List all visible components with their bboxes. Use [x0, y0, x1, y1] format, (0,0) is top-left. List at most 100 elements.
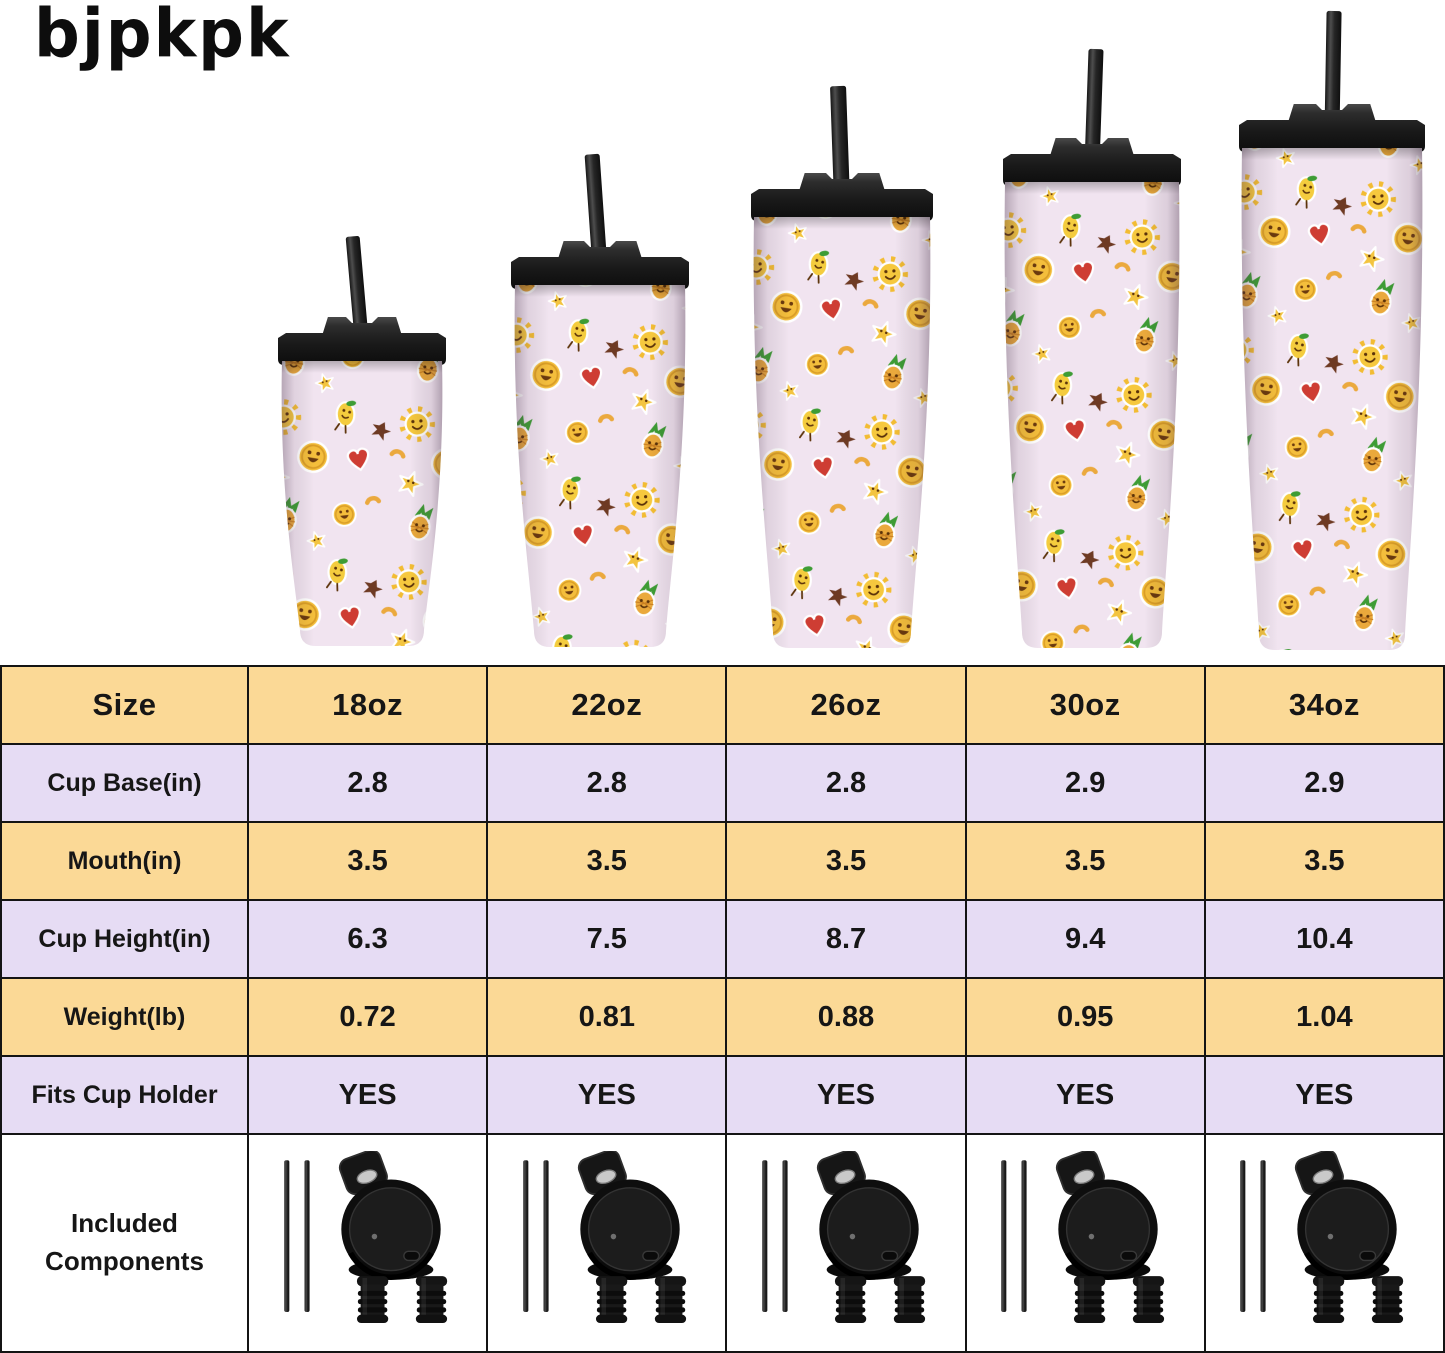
cell-cup-base-in-30oz-text: 2.9	[1065, 766, 1106, 799]
cell-cup-height-in-30oz: 9.4	[966, 901, 1204, 977]
included-components-kit-icon	[740, 1151, 952, 1335]
column-header-18oz: 18oz	[249, 667, 487, 743]
cell-cup-height-in-26oz-text: 8.7	[825, 922, 867, 955]
column-header-22oz-text: 22oz	[571, 687, 643, 722]
cell-weight-lb-22oz: 0.81	[488, 979, 726, 1055]
cell-fits-cup-holder-30oz: YES	[966, 1057, 1204, 1133]
row-label-weight-lb-text: Weight(lb)	[63, 1002, 186, 1031]
cell-mouth-in-26oz-text: 3.5	[825, 844, 867, 877]
cell-weight-lb-18oz: 0.72	[249, 979, 487, 1055]
column-header-34oz: 34oz	[1205, 667, 1443, 743]
included-components-graphic-26oz	[727, 1135, 965, 1351]
cell-weight-lb-26oz-text: 0.88	[817, 1000, 875, 1033]
cell-weight-lb-30oz: 0.95	[966, 979, 1204, 1055]
included-components-kit-icon	[1218, 1151, 1430, 1335]
row-label-included-components-text: Included Components	[45, 1208, 204, 1276]
straw	[584, 153, 608, 271]
header-size-label: Size	[2, 667, 247, 743]
column-header-30oz-text: 30oz	[1049, 687, 1121, 722]
cell-cup-base-in-22oz: 2.8	[488, 745, 726, 821]
header-size-label-text: Size	[92, 687, 157, 722]
column-header-22oz: 22oz	[488, 667, 726, 743]
lid	[751, 173, 933, 221]
brand-logo: bjpkpk	[34, 0, 291, 73]
cell-weight-lb-22oz-text: 0.81	[578, 1000, 636, 1033]
cell-weight-lb-18oz-text: 0.72	[339, 1000, 396, 1033]
column-header-34oz-text: 34oz	[1288, 687, 1360, 722]
included-components-graphic-30oz	[966, 1135, 1204, 1351]
cell-fits-cup-holder-30oz-text: YES	[1056, 1078, 1115, 1111]
cell-weight-lb-26oz: 0.88	[727, 979, 965, 1055]
cell-fits-cup-holder-18oz: YES	[249, 1057, 487, 1133]
column-header-30oz: 30oz	[966, 667, 1204, 743]
column-header-18oz-text: 18oz	[332, 687, 404, 722]
cell-cup-base-in-18oz-text: 2.8	[347, 766, 388, 799]
row-label-fits-cup-holder: Fits Cup Holder	[2, 1057, 247, 1133]
cell-cup-base-in-34oz: 2.9	[1205, 745, 1443, 821]
cell-fits-cup-holder-26oz: YES	[727, 1057, 965, 1133]
included-components-kit-icon	[501, 1151, 713, 1335]
lid	[1003, 138, 1181, 186]
cell-cup-height-in-18oz: 6.3	[249, 901, 487, 977]
row-label-cup-base-in: Cup Base(in)	[2, 745, 247, 821]
lid	[1239, 104, 1425, 152]
straw	[1084, 48, 1104, 168]
column-header-26oz-text: 26oz	[810, 687, 882, 722]
cell-fits-cup-holder-18oz-text: YES	[338, 1078, 397, 1111]
row-label-included-components: Included Components	[2, 1135, 247, 1351]
cell-mouth-in-34oz-text: 3.5	[1304, 844, 1345, 877]
cell-cup-height-in-26oz: 8.7	[727, 901, 965, 977]
size-comparison-table: Size 18oz 22oz 26oz 30oz 34oz Cup Base(in) 2.8 2…	[0, 665, 1445, 1353]
cell-fits-cup-holder-22oz-text: YES	[577, 1078, 636, 1111]
cell-mouth-in-18oz: 3.5	[249, 823, 487, 899]
cell-fits-cup-holder-22oz: YES	[488, 1057, 726, 1133]
cell-weight-lb-34oz-text: 1.04	[1296, 1000, 1353, 1033]
included-components-graphic-34oz	[1205, 1135, 1443, 1351]
cell-fits-cup-holder-34oz-text: YES	[1295, 1078, 1354, 1111]
row-label-weight-lb: Weight(lb)	[2, 979, 247, 1055]
cell-mouth-in-30oz: 3.5	[966, 823, 1204, 899]
cell-cup-height-in-22oz-text: 7.5	[586, 922, 627, 955]
row-label-cup-base-in-text: Cup Base(in)	[47, 768, 202, 797]
straw	[1324, 10, 1342, 134]
column-header-26oz: 26oz	[727, 667, 965, 743]
straw	[830, 85, 850, 203]
tumbler-18oz	[278, 236, 446, 646]
tumbler-30oz	[1003, 48, 1181, 648]
cell-fits-cup-holder-26oz-text: YES	[816, 1078, 875, 1111]
tumbler-26oz	[751, 85, 933, 648]
cell-weight-lb-30oz-text: 0.95	[1056, 1000, 1114, 1033]
included-components-kit-icon	[262, 1151, 474, 1335]
cell-mouth-in-30oz-text: 3.5	[1065, 844, 1106, 877]
included-components-graphic-18oz	[249, 1135, 487, 1351]
straw	[345, 236, 369, 347]
cell-cup-height-in-18oz-text: 6.3	[347, 922, 388, 955]
included-components-kit-icon	[979, 1151, 1191, 1335]
row-label-cup-height-in-text: Cup Height(in)	[38, 924, 211, 953]
tumbler-34oz	[1239, 10, 1425, 650]
tumbler-22oz	[511, 153, 689, 647]
cell-cup-height-in-34oz: 10.4	[1205, 901, 1443, 977]
cell-mouth-in-18oz-text: 3.5	[347, 844, 388, 877]
cell-cup-base-in-22oz-text: 2.8	[586, 766, 627, 799]
row-label-mouth-in-text: Mouth(in)	[67, 846, 182, 875]
cell-mouth-in-22oz-text: 3.5	[586, 844, 627, 877]
included-components-graphic-22oz	[488, 1135, 726, 1351]
cell-fits-cup-holder-34oz: YES	[1205, 1057, 1443, 1133]
cell-cup-base-in-26oz-text: 2.8	[825, 766, 867, 799]
cell-mouth-in-26oz: 3.5	[727, 823, 965, 899]
cell-cup-base-in-30oz: 2.9	[966, 745, 1204, 821]
cell-cup-height-in-30oz-text: 9.4	[1065, 922, 1106, 955]
cell-mouth-in-22oz: 3.5	[488, 823, 726, 899]
cell-cup-height-in-34oz-text: 10.4	[1296, 922, 1353, 955]
row-label-mouth-in: Mouth(in)	[2, 823, 247, 899]
cell-cup-base-in-26oz: 2.8	[727, 745, 965, 821]
row-label-fits-cup-holder-text: Fits Cup Holder	[31, 1080, 218, 1109]
cell-weight-lb-34oz: 1.04	[1205, 979, 1443, 1055]
cell-cup-base-in-34oz-text: 2.9	[1304, 766, 1345, 799]
cell-cup-base-in-18oz: 2.8	[249, 745, 487, 821]
lid	[278, 317, 446, 365]
cell-cup-height-in-22oz: 7.5	[488, 901, 726, 977]
cell-mouth-in-34oz: 3.5	[1205, 823, 1443, 899]
